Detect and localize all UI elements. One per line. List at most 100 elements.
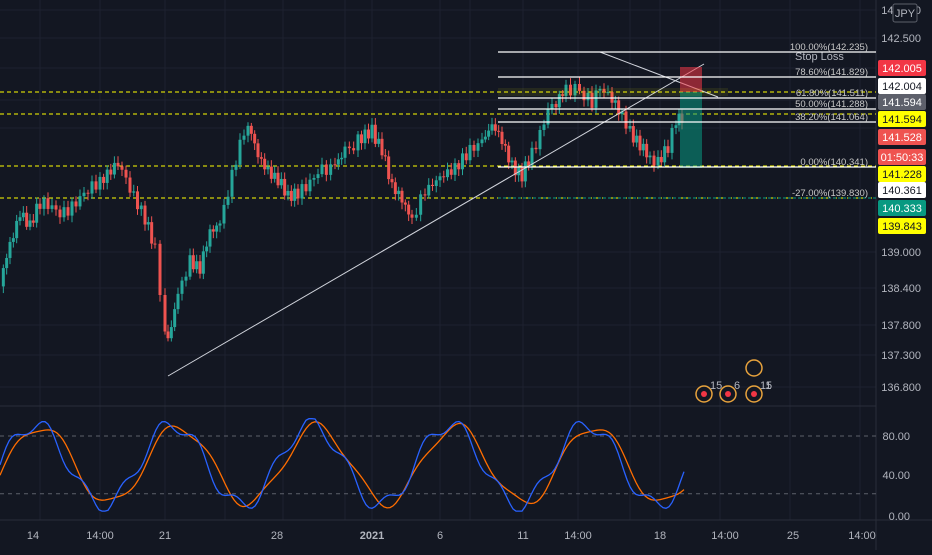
candle-body: [286, 190, 290, 196]
candle-body: [652, 155, 656, 166]
price-tag[interactable]: [878, 129, 926, 145]
candle-body: [94, 181, 98, 190]
candle-body: [564, 84, 568, 96]
event-count: 15: [710, 380, 722, 392]
candle-body: [86, 192, 90, 194]
time-label: 2021: [360, 530, 384, 542]
candle-body: [666, 146, 670, 153]
candle-body: [500, 131, 504, 144]
price-tag[interactable]: [878, 111, 926, 127]
candle-body: [128, 177, 132, 193]
price-tag[interactable]: [878, 149, 926, 165]
candle-body: [446, 169, 449, 178]
candle-body: [120, 166, 124, 170]
candle-body: [414, 214, 418, 218]
trendline[interactable]: [167, 63, 705, 377]
candle-body: [54, 205, 58, 210]
price-label: 138.400: [881, 283, 921, 295]
candle-body: [215, 225, 219, 232]
candle-body: [573, 83, 577, 96]
price-tag-label: 141.594: [882, 97, 922, 109]
candle-body: [363, 129, 367, 144]
uk-flag-icon[interactable]: [745, 359, 763, 377]
candle-body: [449, 169, 453, 175]
candle-body: [503, 143, 507, 146]
candle-body: [259, 157, 263, 159]
candle-body: [116, 162, 120, 167]
price-tag[interactable]: [878, 166, 926, 182]
candle-body: [82, 192, 86, 197]
price-tag[interactable]: [878, 60, 926, 76]
candle-body: [620, 111, 624, 115]
time-label: 6: [437, 530, 443, 542]
candle-body: [58, 209, 62, 218]
stochastic-pane: [0, 418, 876, 512]
price-tag-label: 141.594: [882, 114, 922, 126]
candle-body: [507, 145, 511, 163]
candle-body: [112, 162, 116, 175]
candle-body: [38, 203, 42, 209]
candle-body: [273, 172, 277, 179]
time-label: 14:00: [711, 530, 739, 542]
candle-body: [188, 255, 192, 277]
candle-body: [256, 143, 260, 158]
candle-body: [246, 125, 250, 136]
candle-body: [102, 176, 106, 183]
candle-body: [329, 164, 333, 175]
price-axis[interactable]: 142.800142.500142.000141.600139.000138.4…: [878, 3, 926, 523]
candle-body: [276, 172, 280, 186]
candle-body: [205, 246, 209, 252]
candle-body: [370, 124, 374, 139]
candle-body: [464, 153, 468, 161]
candle-body: [387, 156, 391, 180]
candle-body: [139, 205, 143, 210]
price-tag[interactable]: [878, 200, 926, 216]
candle-body: [520, 167, 524, 182]
candle-body: [453, 163, 457, 175]
candle-body: [11, 238, 15, 242]
candle-body: [283, 178, 287, 196]
price-label: 137.800: [881, 320, 921, 332]
candle-body: [324, 164, 328, 175]
candle-body: [674, 125, 678, 128]
candle-body: [8, 241, 12, 258]
time-axis[interactable]: 14 14:00 21 28 2021 6 11 14:00 18 14:00 25 14:00: [27, 530, 876, 542]
candle-body: [35, 203, 39, 223]
candle-body: [557, 94, 561, 108]
oscillator-label: 40.00: [882, 470, 910, 482]
candle-body: [403, 202, 407, 205]
candle-body: [5, 257, 9, 269]
candle-body: [226, 196, 230, 205]
candle-body: [66, 207, 70, 216]
time-label: 11: [517, 530, 528, 542]
fib-level-label: 0.00%(140.341): [800, 157, 868, 168]
stoch-d-line: [0, 421, 685, 509]
price-tag[interactable]: [878, 182, 926, 198]
candle-body: [487, 130, 491, 137]
candle-body: [677, 113, 681, 126]
price-tag[interactable]: [878, 94, 926, 110]
candle-body: [476, 143, 480, 151]
candle-body: [143, 205, 147, 225]
event-badges[interactable]: 15 6 115: [695, 359, 772, 403]
candle-body: [419, 194, 423, 215]
candle-body: [480, 139, 484, 144]
candle-body: [46, 198, 50, 209]
candle-body: [166, 331, 170, 339]
candle-body: [659, 156, 663, 163]
candle-body: [582, 90, 586, 101]
candle-body: [333, 164, 337, 166]
oscillator-label: 0.00: [889, 511, 910, 523]
price-tag[interactable]: [878, 218, 926, 234]
price-tag[interactable]: [878, 78, 926, 94]
candle-body: [442, 176, 446, 178]
candle-body: [25, 212, 29, 227]
candle-body: [176, 293, 180, 310]
time-label: 14:00: [564, 530, 592, 542]
currency-badge[interactable]: [892, 3, 918, 23]
candle-body: [109, 169, 113, 175]
